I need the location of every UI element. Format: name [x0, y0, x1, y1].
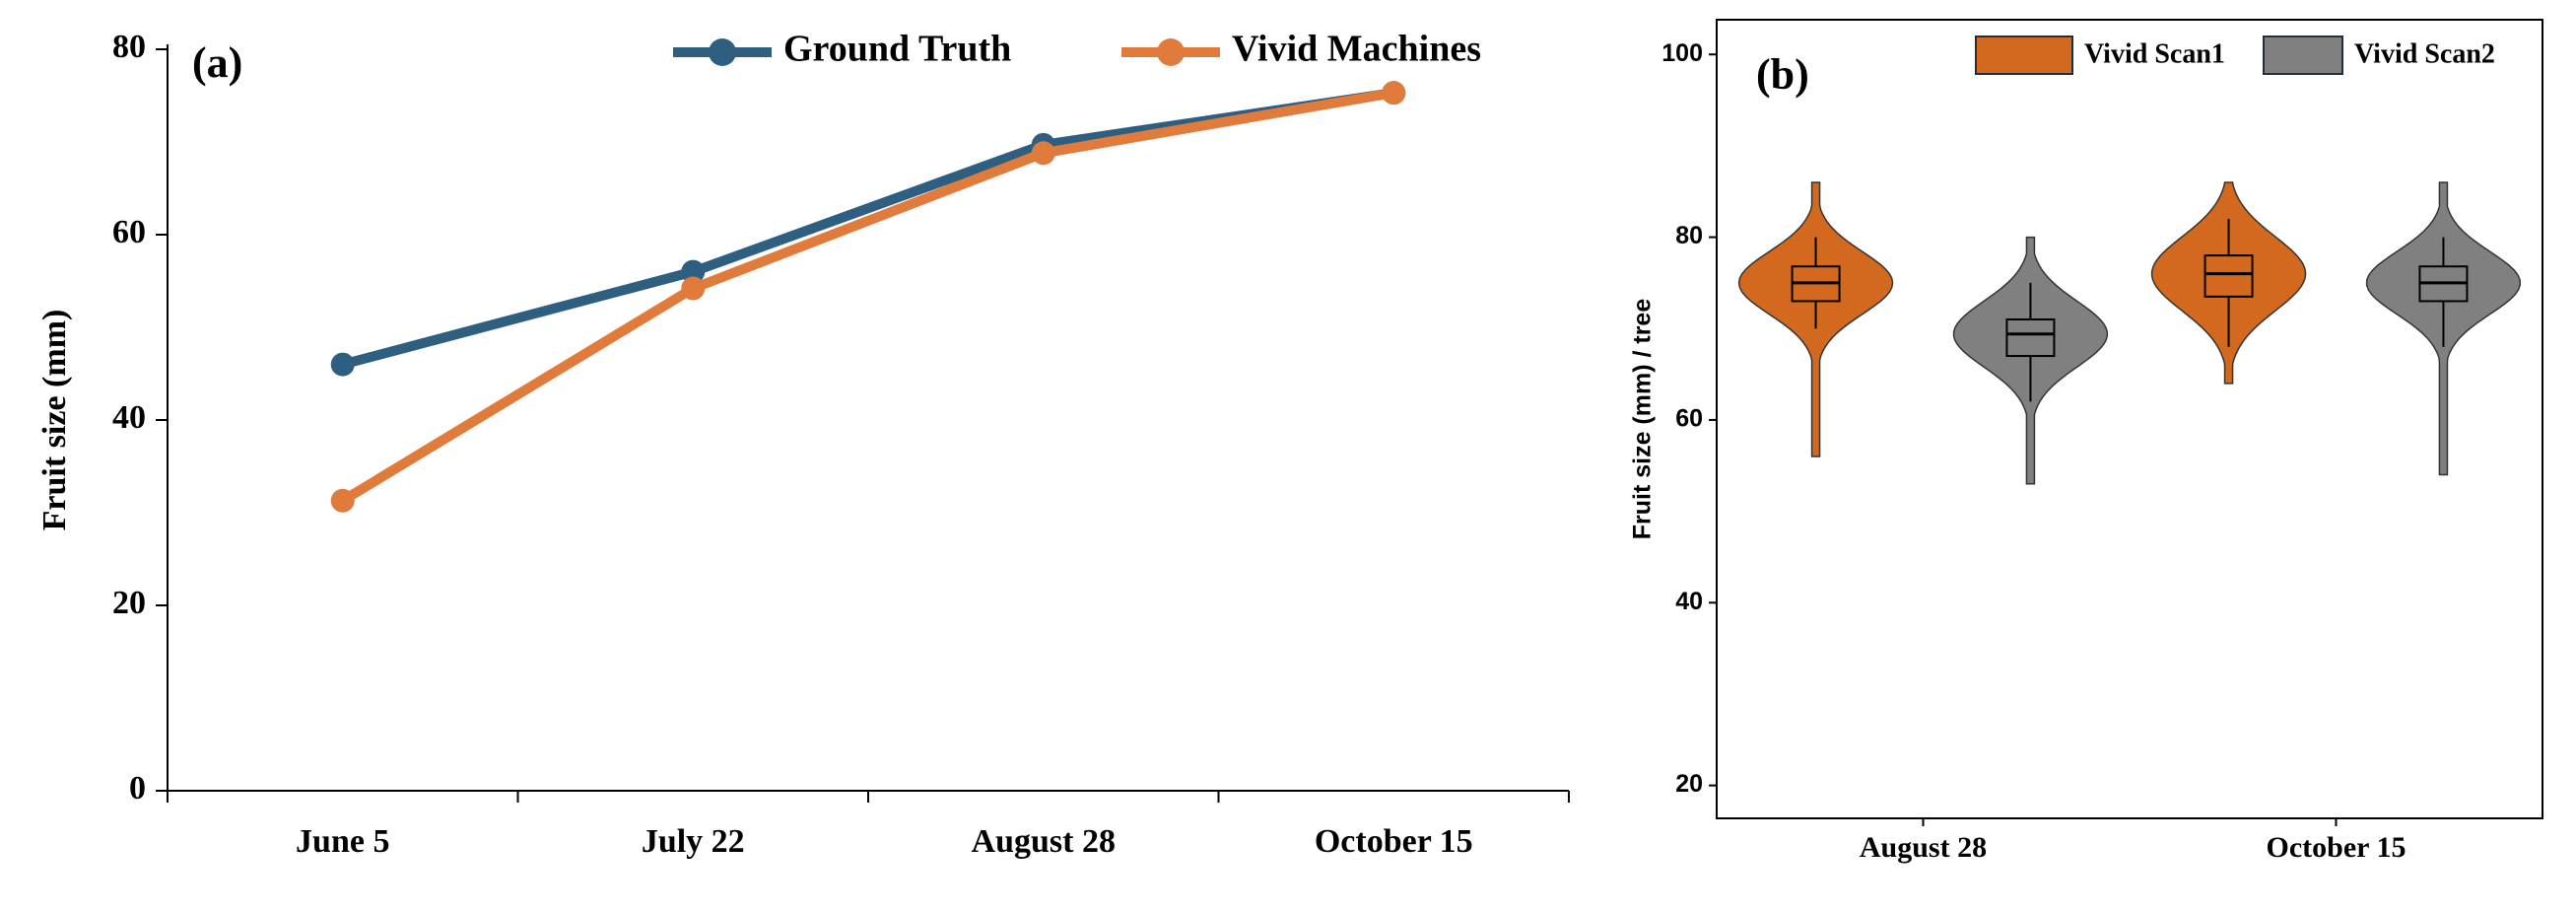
annotation: (a): [192, 38, 242, 87]
x-tick-label: August 28: [972, 823, 1116, 860]
y-tick-label: 0: [129, 770, 146, 807]
y-tick-label: 80: [1675, 222, 1703, 249]
legend-label: Vivid Machines: [1232, 29, 1481, 70]
y-tick-label: 40: [112, 399, 146, 436]
legend-swatch: [2263, 35, 2343, 75]
plot-frame: [1716, 19, 2543, 819]
data-point: [1031, 141, 1055, 166]
legend-label: Ground Truth: [783, 29, 1011, 70]
box: [2203, 254, 2254, 298]
x-tick-label: October 15: [1315, 823, 1473, 860]
data-point: [330, 488, 355, 513]
y-tick-label: 60: [1675, 405, 1703, 433]
series-line: [341, 88, 1394, 370]
legend-label: Vivid Scan1: [2084, 38, 2225, 69]
legend-swatch: [1975, 35, 2073, 75]
y-tick-label: 80: [112, 29, 146, 65]
x-tick-label: October 15: [2267, 831, 2407, 864]
data-point: [1382, 81, 1406, 105]
y-tick-label: 40: [1675, 588, 1703, 615]
x-tick-label: July 22: [642, 823, 745, 860]
y-tick-label: 20: [1675, 770, 1703, 798]
data-point: [681, 259, 706, 284]
y-tick-label: 60: [112, 214, 146, 250]
data-point: [681, 276, 706, 301]
box: [2005, 317, 2056, 358]
y-tick-label: 100: [1661, 39, 1703, 67]
annotation: (b): [1756, 50, 1809, 99]
legend-label: Vivid Scan2: [2354, 38, 2495, 69]
y-axis-label: Fruit size (mm) / tree: [1629, 299, 1657, 540]
legend-marker: [1157, 38, 1185, 66]
x-tick-label: August 28: [1860, 831, 1987, 864]
y-tick-label: 20: [112, 585, 146, 621]
x-tick-label: June 5: [296, 823, 389, 860]
y-axis-label: Fruit size (mm): [36, 310, 73, 531]
series-line: [340, 88, 1395, 506]
legend-marker: [709, 38, 736, 66]
data-point: [330, 352, 355, 377]
